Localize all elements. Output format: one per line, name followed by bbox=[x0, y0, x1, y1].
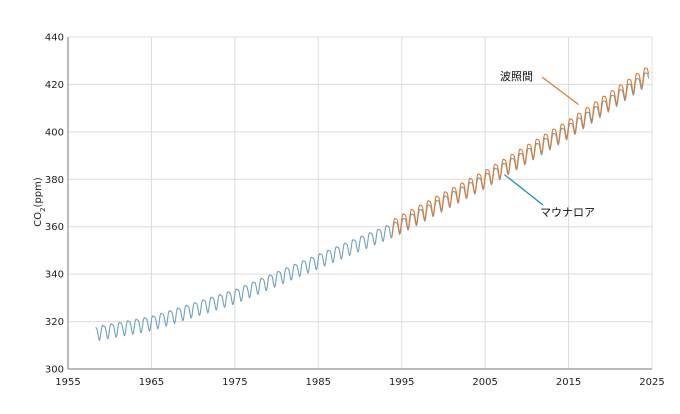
annotation-leader-line bbox=[503, 174, 544, 206]
x-tick-label: 1975 bbox=[222, 377, 247, 388]
x-tick-label: 2025 bbox=[639, 377, 664, 388]
series-line-hateruma bbox=[391, 67, 650, 237]
annotation-leader-line bbox=[541, 76, 579, 106]
y-axis-title-unit: (ppm) bbox=[33, 177, 44, 207]
annotation-label: 波照間 bbox=[500, 70, 533, 83]
y-tick-label: 440 bbox=[45, 33, 64, 44]
y-tick-label: 360 bbox=[45, 222, 64, 233]
y-tick-label: 320 bbox=[45, 317, 64, 328]
annotation-label: マウナロア bbox=[540, 206, 595, 219]
x-tick-label: 2015 bbox=[556, 377, 581, 388]
x-tick-label: 1985 bbox=[306, 377, 331, 388]
x-tick-label: 1995 bbox=[389, 377, 414, 388]
y-tick-label: 300 bbox=[45, 365, 64, 376]
y-axis-title-subscript: 2 bbox=[39, 207, 47, 211]
grid bbox=[67, 36, 653, 370]
series-lines bbox=[95, 67, 650, 342]
x-tick-label: 1965 bbox=[139, 377, 164, 388]
y-tick-label: 340 bbox=[45, 270, 64, 281]
y-tick-label: 380 bbox=[45, 175, 64, 186]
y-tick-label: 400 bbox=[45, 127, 64, 138]
y-tick-label: 420 bbox=[45, 80, 64, 91]
y-axis-title: CO2(ppm) bbox=[33, 177, 47, 227]
y-axis-title-main: CO bbox=[33, 212, 44, 227]
x-tick-label: 1955 bbox=[55, 377, 80, 388]
axes: 1955 1965 1975 1985 1995 2005 2015 2025 300 320 34… bbox=[45, 33, 665, 389]
x-tick-label: 2005 bbox=[472, 377, 497, 388]
